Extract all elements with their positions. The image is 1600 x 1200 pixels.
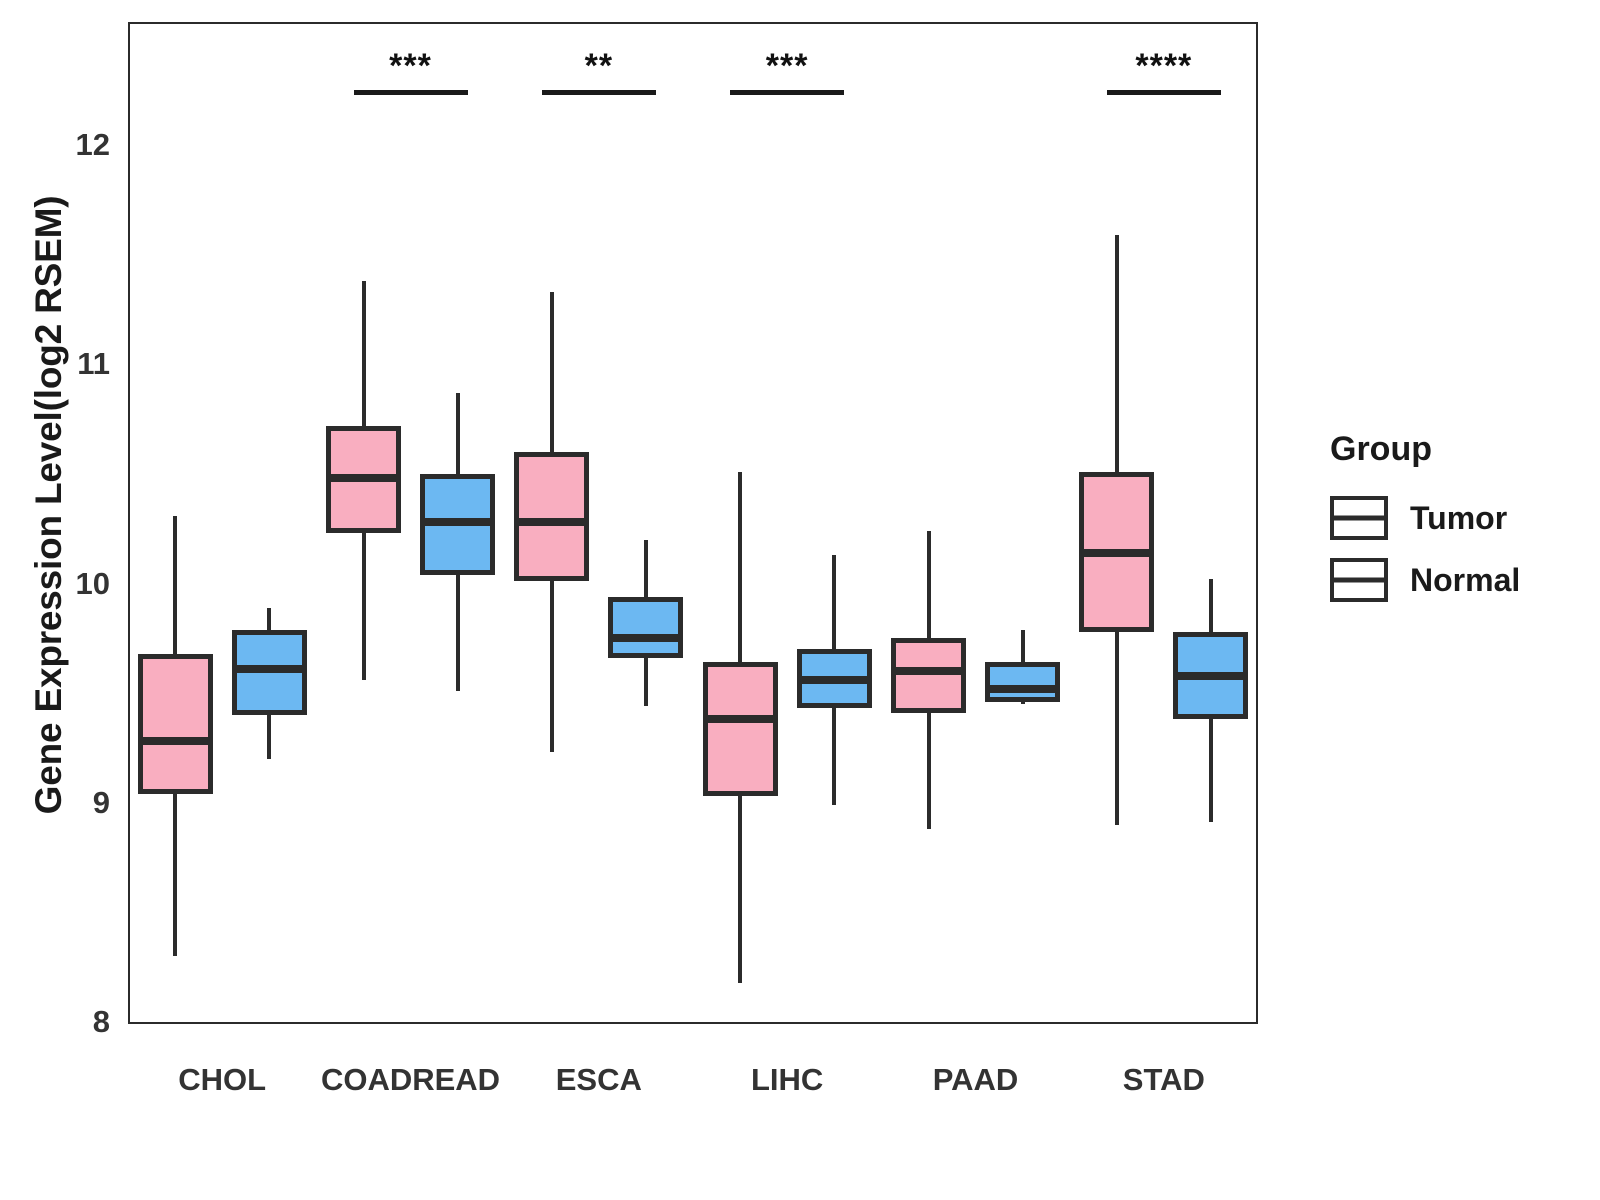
significance-stars: *** [765,47,809,86]
boxplot-median-line [420,518,495,527]
x-axis-tick-label: PAAD [932,1062,1019,1097]
significance-bracket [541,90,656,96]
y-axis-tick-label: 11 [77,346,110,382]
boxplot-median-line [891,667,966,676]
x-axis-tick-label: ESCA [555,1062,642,1097]
boxplot-median-line [985,684,1060,693]
legend-key-tumor [1330,496,1388,540]
significance-bracket [730,90,845,96]
x-axis-tick-label: COADREAD [320,1062,501,1097]
plot-panel [128,22,1258,1024]
y-axis-tick-label: 9 [92,784,110,820]
legend: Group Tumor Normal [1330,430,1580,611]
boxplot-iqr-rect [608,596,684,659]
boxplot-iqr-rect [891,638,966,713]
boxplot-iqr-rect [514,451,590,582]
boxplot-median-line [514,518,590,527]
plot-area: *** ** *** **** [128,22,1258,1024]
significance-bracket [1106,90,1221,96]
legend-label-tumor: Tumor [1410,499,1508,536]
significance-stars: ** [584,47,614,86]
boxplot-median-line [231,665,307,673]
significance-stars: **** [1135,47,1193,86]
y-axis-tick-label: 10 [75,565,110,601]
y-axis-tick-labels: 8 9 10 11 12 [40,0,168,1200]
legend-key-normal [1330,558,1388,602]
boxplot-iqr-rect [985,662,1060,702]
x-axis-tick-label: STAD [1122,1062,1205,1097]
y-axis-tick-label: 8 [92,1004,110,1039]
legend-item-tumor[interactable]: Tumor [1330,487,1580,549]
significance-bracket [353,90,468,96]
boxplot-median-line [1173,671,1249,680]
legend-title: Group [1330,430,1432,468]
significance-stars: *** [389,47,432,86]
boxplot-median-line [796,675,872,684]
x-axis-tick-label: LIHC [750,1062,824,1097]
x-axis-tick-label: CHOL [178,1062,267,1097]
legend-item-normal[interactable]: Normal [1330,549,1580,611]
boxplot-median-line [326,474,401,483]
boxplot-iqr-rect [137,653,213,794]
legend-label-normal: Normal [1410,561,1521,598]
boxplot-median-line [608,634,684,643]
boxplot-median-line [702,715,778,724]
boxplot-median-line [1079,548,1155,557]
y-axis-tick-label: 12 [75,127,110,162]
boxplot-median-line [137,737,213,746]
boxplot-iqr-rect [702,662,778,797]
